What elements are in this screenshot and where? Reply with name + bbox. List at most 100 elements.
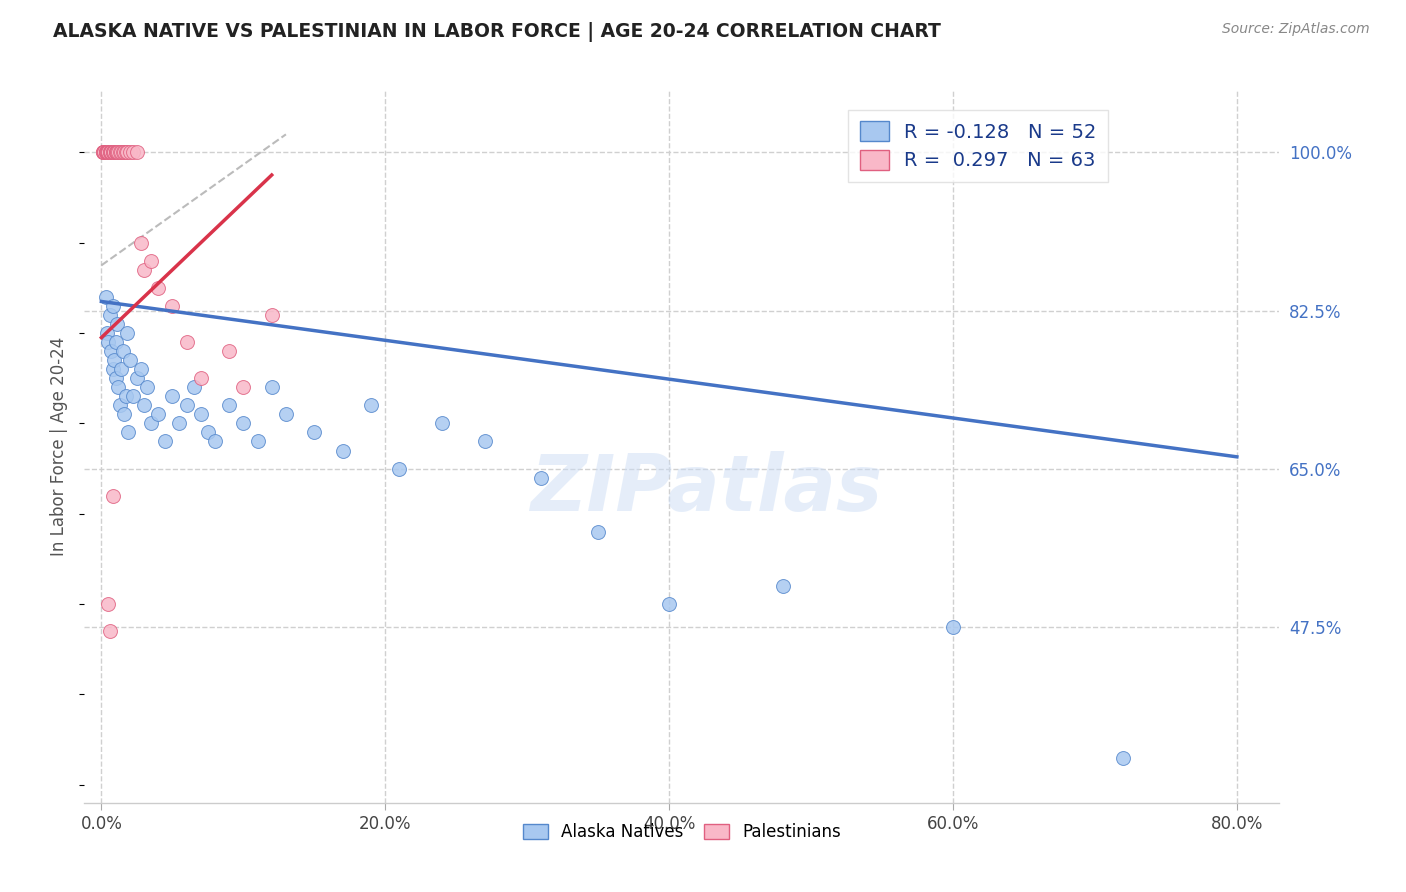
- Point: [108, 145, 131, 160]
- Point: [98, 308, 121, 322]
- Point: [232, 380, 254, 394]
- Point: [112, 145, 135, 160]
- Point: [169, 417, 191, 431]
- Point: [118, 145, 141, 160]
- Point: [146, 408, 169, 422]
- Point: [112, 408, 135, 422]
- Point: [97, 145, 120, 160]
- Text: Source: ZipAtlas.com: Source: ZipAtlas.com: [1222, 22, 1369, 37]
- Point: [110, 362, 132, 376]
- Text: ALASKA NATIVE VS PALESTINIAN IN LABOR FORCE | AGE 20-24 CORRELATION CHART: ALASKA NATIVE VS PALESTINIAN IN LABOR FO…: [53, 22, 941, 42]
- Point: [105, 145, 128, 160]
- Point: [118, 353, 141, 368]
- Point: [104, 145, 127, 160]
- Legend: Alaska Natives, Palestinians: Alaska Natives, Palestinians: [516, 817, 848, 848]
- Point: [304, 425, 326, 440]
- Point: [94, 290, 117, 304]
- Point: [107, 380, 129, 394]
- Point: [1112, 750, 1135, 764]
- Point: [772, 579, 794, 593]
- Point: [197, 425, 219, 440]
- Point: [162, 389, 184, 403]
- Point: [93, 145, 115, 160]
- Point: [129, 235, 152, 250]
- Point: [97, 145, 120, 160]
- Point: [132, 398, 155, 412]
- Point: [204, 434, 226, 449]
- Point: [121, 145, 143, 160]
- Point: [111, 145, 134, 160]
- Point: [586, 524, 609, 539]
- Point: [100, 145, 122, 160]
- Point: [332, 443, 354, 458]
- Point: [101, 145, 124, 160]
- Point: [96, 326, 118, 340]
- Point: [105, 317, 128, 331]
- Point: [139, 253, 162, 268]
- Point: [190, 371, 212, 385]
- Point: [232, 417, 254, 431]
- Point: [107, 145, 129, 160]
- Point: [98, 145, 121, 160]
- Point: [105, 145, 128, 160]
- Point: [94, 145, 117, 160]
- Point: [96, 145, 118, 160]
- Point: [100, 145, 122, 160]
- Point: [91, 145, 114, 160]
- Point: [260, 380, 283, 394]
- Point: [97, 145, 120, 160]
- Point: [97, 597, 120, 611]
- Point: [658, 597, 681, 611]
- Point: [98, 145, 121, 160]
- Point: [121, 389, 143, 403]
- Point: [101, 299, 124, 313]
- Point: [530, 470, 553, 484]
- Point: [104, 145, 127, 160]
- Point: [97, 335, 120, 350]
- Point: [190, 408, 212, 422]
- Point: [388, 461, 411, 475]
- Point: [97, 145, 120, 160]
- Y-axis label: In Labor Force | Age 20-24: In Labor Force | Age 20-24: [51, 336, 69, 556]
- Point: [125, 145, 148, 160]
- Point: [176, 398, 198, 412]
- Point: [100, 145, 122, 160]
- Point: [91, 145, 114, 160]
- Point: [155, 434, 177, 449]
- Point: [115, 145, 138, 160]
- Point: [360, 398, 382, 412]
- Point: [218, 344, 240, 359]
- Point: [104, 335, 127, 350]
- Point: [218, 398, 240, 412]
- Point: [97, 145, 120, 160]
- Point: [246, 434, 269, 449]
- Point: [101, 145, 124, 160]
- Point: [101, 489, 124, 503]
- Point: [135, 380, 157, 394]
- Point: [104, 371, 127, 385]
- Point: [97, 145, 120, 160]
- Point: [93, 145, 115, 160]
- Point: [139, 417, 162, 431]
- Point: [94, 145, 117, 160]
- Point: [96, 145, 118, 160]
- Point: [94, 145, 117, 160]
- Point: [162, 299, 184, 313]
- Text: ZIPatlas: ZIPatlas: [530, 450, 882, 527]
- Point: [260, 308, 283, 322]
- Point: [101, 145, 124, 160]
- Point: [96, 145, 118, 160]
- Point: [115, 326, 138, 340]
- Point: [125, 371, 148, 385]
- Point: [129, 362, 152, 376]
- Point: [98, 145, 121, 160]
- Point: [146, 281, 169, 295]
- Point: [100, 145, 122, 160]
- Point: [114, 389, 136, 403]
- Point: [93, 145, 115, 160]
- Point: [117, 425, 139, 440]
- Point: [91, 145, 114, 160]
- Point: [176, 335, 198, 350]
- Point: [108, 398, 131, 412]
- Point: [97, 145, 120, 160]
